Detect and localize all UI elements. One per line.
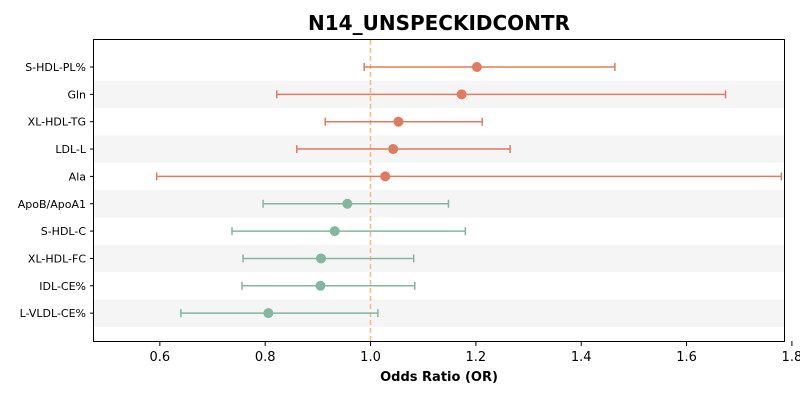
forest-row <box>242 253 415 264</box>
or-point <box>329 226 340 237</box>
chart-title: N14_UNSPECKIDCONTR <box>308 11 570 35</box>
or-point <box>456 89 467 100</box>
plot-area-border <box>93 39 785 342</box>
y-tick-label: Gln <box>67 88 86 101</box>
or-point <box>316 253 327 264</box>
forest-row <box>296 144 511 155</box>
y-tick-label: S-HDL-C <box>41 225 87 238</box>
or-point <box>315 280 326 291</box>
y-axis: S-HDL-PL% Gln XL-HDL-TG LDL-L Ala ApoB/ApoA1 S… <box>18 61 94 320</box>
or-point <box>388 144 399 155</box>
y-tick-label: IDL-CE% <box>39 280 86 293</box>
y-tick-label: ApoB/ApoA1 <box>18 198 86 211</box>
forest-row <box>363 62 616 72</box>
x-tick-label: 0.8 <box>255 350 276 365</box>
y-tick-label: XL-HDL-TG <box>28 116 86 129</box>
x-tick-label: 0.6 <box>149 350 170 365</box>
x-tick-label: 1.4 <box>571 350 592 365</box>
forest-row <box>241 280 416 291</box>
x-axis: 0.6 0.8 1.0 1.2 1.4 1.6 1.8 <box>149 341 800 365</box>
y-tick-label: XL-HDL-FC <box>28 252 86 265</box>
x-tick-label: 1.8 <box>782 350 800 365</box>
or-point <box>471 62 482 72</box>
y-tick-label: Ala <box>69 170 86 183</box>
row-shade-band <box>94 244 784 273</box>
forest-row <box>276 89 727 100</box>
y-tick-label: LDL-L <box>55 143 87 156</box>
x-tick-label: 1.6 <box>676 350 697 365</box>
or-point <box>342 198 353 209</box>
forest-row <box>180 308 379 319</box>
y-tick-label: L-VLDL-CE% <box>20 307 86 320</box>
forest-row <box>262 198 450 209</box>
forest-row <box>231 226 467 237</box>
or-point <box>393 116 404 127</box>
forest-row <box>155 171 783 182</box>
x-axis-label: Odds Ratio (OR) <box>380 370 498 385</box>
y-tick-label: S-HDL-PL% <box>25 61 86 74</box>
x-tick-label: 1.2 <box>466 350 487 365</box>
forest-row <box>324 116 483 127</box>
x-tick-label: 1.0 <box>360 350 381 365</box>
or-point <box>263 308 274 319</box>
plot-marks <box>155 62 783 319</box>
or-point <box>380 171 391 182</box>
